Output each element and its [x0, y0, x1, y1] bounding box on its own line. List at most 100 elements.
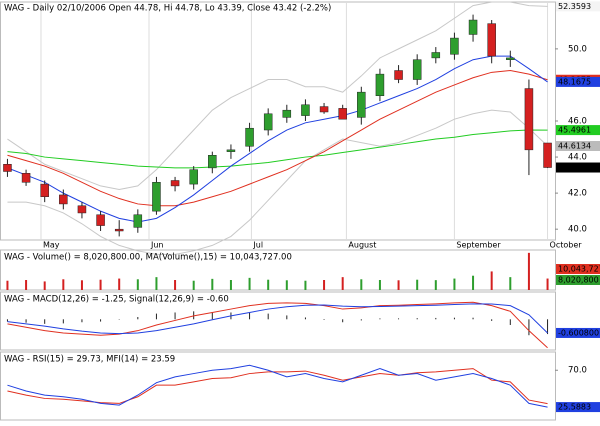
candle-body [338, 108, 347, 120]
volume-bar [267, 279, 270, 290]
volume-bar [285, 280, 288, 290]
volume-bar [6, 280, 9, 290]
volume-bar [453, 278, 456, 290]
volume-bar [472, 275, 475, 290]
volume-bar [62, 279, 65, 290]
candle-body [152, 182, 161, 212]
value-label: 45.4961 [558, 126, 591, 135]
candle-body [412, 59, 422, 80]
y-tick-label: 46.0 [568, 117, 587, 127]
candle-body [357, 91, 366, 118]
x-tick-label: May [43, 241, 60, 250]
candle-body [524, 88, 534, 151]
candle-body [506, 57, 515, 60]
volume-bar [434, 280, 437, 290]
candle-body [319, 106, 329, 113]
volume-bar [416, 279, 419, 290]
volume-bar [341, 277, 344, 290]
value-label: -0.600800 [558, 328, 599, 337]
line [7, 364, 548, 408]
panel-title: WAG - MACD(12,26) = -1.25, Signal(12,26,… [4, 295, 229, 305]
candle-body [487, 23, 496, 57]
volume-bar [397, 280, 400, 290]
volume-bar [490, 271, 493, 290]
candle-body [375, 73, 385, 97]
x-tick-label: Jul [252, 241, 263, 250]
line [7, 303, 548, 335]
value-label: 52.3593 [558, 2, 591, 11]
value-label: 25.5883 [558, 403, 591, 412]
panel-title: WAG - Daily 02/10/2006 Open 44.78, Hi 44… [4, 4, 331, 14]
volume-bar [192, 280, 195, 290]
x-tick-label: September [456, 241, 501, 250]
x-tick-label: October [550, 241, 583, 250]
y-tick-label: 40.0 [568, 225, 587, 235]
volume-bar [546, 278, 549, 290]
value-label-box [556, 275, 600, 285]
volume-bar [43, 281, 46, 290]
volume-bar [323, 280, 326, 290]
candle-body [189, 169, 198, 185]
candle-body [450, 37, 459, 55]
line [7, 109, 548, 255]
value-label-box [556, 125, 600, 136]
candle-body [245, 127, 254, 147]
value-label-box [556, 1, 600, 12]
candle-body [3, 164, 12, 172]
candle-body [282, 109, 292, 118]
volume-bar [509, 277, 512, 290]
value-label-box [556, 141, 600, 152]
volume-bar [118, 278, 121, 290]
value-label-box [556, 162, 600, 173]
panel-frame [0, 351, 556, 421]
y-tick-label: 42.0 [568, 189, 587, 199]
candle-body [77, 205, 87, 214]
volume-bar [25, 280, 28, 290]
volume-bar [229, 280, 232, 290]
value-label: 44.6134 [558, 142, 591, 151]
value-label-box [556, 327, 600, 338]
volume-bar [80, 280, 83, 290]
candle-body [133, 214, 143, 228]
value-label: 10,043,727 [558, 265, 600, 274]
volume-bar [304, 280, 307, 290]
candle-body [394, 70, 403, 80]
volume-bar [527, 252, 530, 290]
line [7, 301, 548, 349]
candle-body [543, 142, 552, 168]
volume-bar [174, 280, 177, 290]
candle-body [114, 228, 124, 232]
y-tick-label: 70.0 [568, 366, 587, 376]
line [7, 129, 548, 169]
x-tick-label: Jun [150, 241, 164, 250]
panel-title: WAG - Volume() = 8,020,800.00, MA(Volume… [4, 253, 292, 263]
line [7, 70, 548, 207]
y-tick-label: 50.0 [568, 44, 587, 54]
candle-body [431, 52, 441, 59]
value-label: 8,020,800 [558, 276, 599, 285]
x-tick-label: August [348, 241, 376, 250]
panel-title: WAG - RSI(15) = 29.73, MFI(14) = 23.59 [4, 355, 175, 365]
candle-body [301, 104, 310, 116]
volume-bar [211, 278, 214, 290]
candle-body [263, 113, 273, 131]
candle-body [40, 183, 49, 197]
volume-bar [136, 279, 139, 290]
panel-frame [0, 291, 556, 351]
value-label-box [556, 76, 600, 87]
line [7, 55, 548, 223]
value-label-box [556, 264, 600, 274]
volume-bar [99, 279, 102, 290]
candle-body [468, 19, 478, 35]
candle-body [226, 149, 236, 152]
candle-body [96, 214, 105, 226]
candle-body [170, 180, 180, 187]
candle-body [59, 194, 68, 205]
volume-bar [360, 279, 363, 290]
volume-bar [378, 280, 381, 290]
panel-frame [0, 249, 556, 291]
y-tick-label: 44.0 [568, 153, 587, 163]
value-label: 48.1675 [558, 77, 591, 86]
